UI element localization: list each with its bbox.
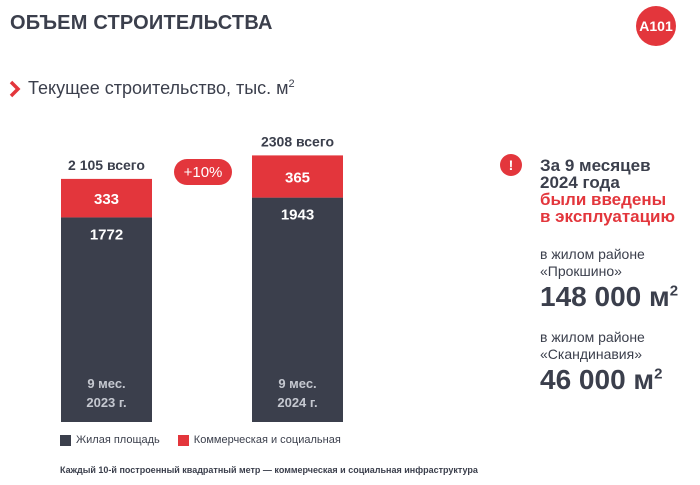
- district-value-superscript: 2: [669, 282, 679, 300]
- district-label-line2: «Прокшино»: [540, 263, 622, 279]
- bar-commercial-1: [252, 155, 343, 198]
- bar-residential-1: [252, 197, 343, 422]
- chart-subtitle-row: Текущее строительство, тыс. м2: [8, 78, 295, 99]
- info-line-3: были введены: [540, 190, 667, 209]
- district-label-line2: «Скандинавия»: [540, 346, 642, 362]
- bar-residential-0: [61, 217, 152, 422]
- legend-swatch-commercial: [177, 434, 189, 446]
- bar-commercial-0: [61, 178, 152, 218]
- value-label-residential-1: 1943: [281, 207, 314, 224]
- category-label-0-line-0: 9 мес.: [87, 376, 125, 391]
- legend-label-commercial: Коммерческая и социальная: [193, 434, 341, 446]
- district-value: 148 000 м2: [540, 281, 700, 313]
- info-line-4: в эксплуатацию: [540, 207, 676, 226]
- category-label-1-line-1: 2024 г.: [277, 395, 317, 410]
- chevron-right-icon: [9, 80, 21, 97]
- category-label-1-line-0: 9 мес.: [278, 376, 316, 391]
- district-label-line1: в жилом районе: [540, 246, 645, 262]
- commissioning-info: За 9 месяцев 2024 года были введены в эк…: [540, 157, 700, 225]
- a101-logo: A101: [636, 6, 676, 46]
- legend-item-commercial: Коммерческая и социальная: [177, 434, 341, 446]
- category-label-0-line-1: 2023 г.: [86, 395, 126, 410]
- legend-swatch-residential: [60, 434, 71, 446]
- value-label-commercial-0: 333: [94, 191, 119, 208]
- info-line-2: 2024 года: [540, 173, 620, 192]
- district-value-number: 46 000 м: [540, 364, 655, 395]
- chart-legend: Жилая площадь Коммерческая и социальная: [60, 434, 359, 446]
- chart-subtitle-text: Текущее строительство, тыс. м: [28, 78, 289, 98]
- chart-subtitle-superscript: 2: [288, 78, 295, 90]
- info-line-1: За 9 месяцев: [540, 156, 651, 175]
- district-label-line1: в жилом районе: [540, 329, 645, 345]
- value-label-commercial-1: 365: [285, 170, 310, 187]
- legend-label-residential: Жилая площадь: [76, 434, 160, 446]
- total-label-0: 2 105 всего: [68, 157, 145, 173]
- legend-item-residential: Жилая площадь: [60, 434, 160, 446]
- district-value-superscript: 2: [654, 365, 663, 383]
- district-prokshino: в жилом районе «Прокшино» 148 000 м2: [540, 246, 700, 313]
- district-value-number: 148 000 м: [540, 281, 670, 312]
- page-title: ОБЪЕМ СТРОИТЕЛЬСТВА: [10, 12, 273, 34]
- total-label-1: 2308 всего: [261, 133, 334, 149]
- value-label-residential-0: 1772: [90, 226, 123, 243]
- district-skandinaviya: в жилом районе «Скандинавия» 46 000 м2: [540, 329, 700, 396]
- district-value: 46 000 м2: [540, 364, 700, 396]
- footnote: Каждый 10-й построенный квадратный метр …: [60, 465, 478, 475]
- exclamation-icon: !: [500, 154, 522, 176]
- chart-subtitle: Текущее строительство, тыс. м2: [28, 78, 295, 99]
- growth-badge: +10%: [174, 159, 232, 185]
